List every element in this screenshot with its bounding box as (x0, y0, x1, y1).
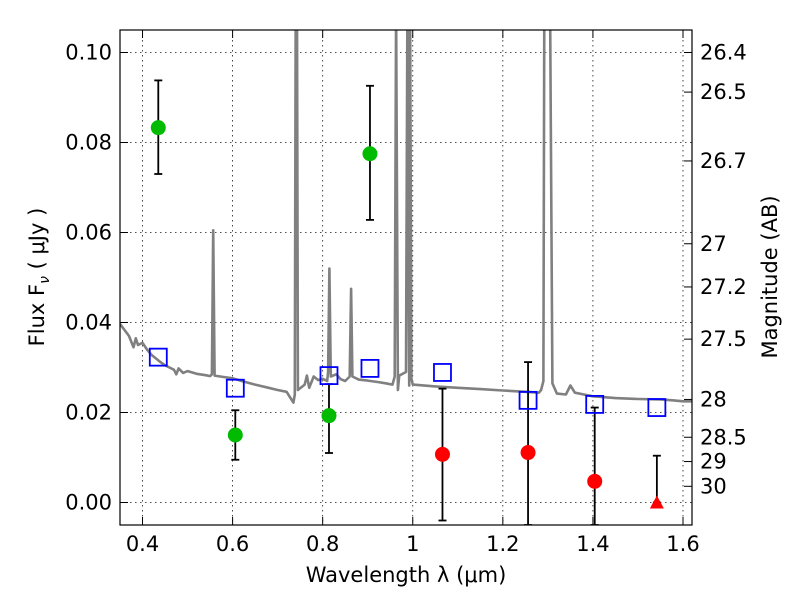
flux-point-marker (434, 446, 450, 462)
x-tick-label: 1.2 (486, 532, 519, 556)
model-flux-marker (585, 394, 605, 414)
magnitude-tick-label: 27.2 (700, 275, 747, 299)
magnitude-tick-label: 29 (700, 450, 727, 474)
model-flux-marker (518, 390, 538, 410)
magnitude-tick-label: 28 (700, 387, 727, 411)
y-axis-label-main: Flux F (25, 284, 49, 346)
x-tick-label: 1.6 (666, 532, 699, 556)
y-tick-label: 0.06 (65, 221, 112, 245)
y-tick-label: 0.10 (65, 41, 112, 65)
y-tick-label: 0.04 (65, 311, 112, 335)
flux-point-marker (227, 427, 243, 443)
magnitude-tick-label: 28.5 (700, 425, 747, 449)
y-axis-label-subscript: ν (37, 276, 53, 284)
y-tick-label: 0.02 (65, 401, 112, 425)
x-axis-label: Wavelength λ (μm) (306, 563, 507, 587)
axes-ticks: 0.4 0.6 0.8 1 1.2 1.4 1.6 0.00 0.02 0.04 0.06 0.08 0… (65, 30, 747, 556)
magnitude-tick-label: 27.5 (700, 327, 747, 351)
magnitude-tick-label: 26.4 (700, 41, 747, 65)
flux-point-marker (321, 408, 337, 424)
magnitude-tick-label: 26.5 (700, 80, 747, 104)
x-tick-label: 0.4 (126, 532, 159, 556)
y-axis-label-unit: ( μJy ) (25, 208, 49, 276)
magnitude-tick-label: 27 (700, 232, 727, 256)
model-flux-marker (148, 347, 168, 367)
right-axis-label: Magnitude (AB) (758, 195, 782, 358)
model-flux-marker (225, 378, 245, 398)
x-tick-label: 0.8 (306, 532, 339, 556)
model-flux-marker (647, 398, 667, 417)
model-flux-marker (433, 363, 452, 382)
model-flux-marker (360, 358, 380, 378)
magnitude-tick-label: 30 (700, 474, 727, 498)
flux-point-marker (362, 146, 378, 162)
model-flux-marker (319, 366, 339, 386)
x-tick-label: 1 (406, 532, 419, 556)
y-tick-label: 0.00 (65, 491, 112, 515)
y-axis-label: Flux Fν ( μJy ) (25, 208, 53, 347)
x-tick-label: 1.4 (576, 532, 609, 556)
flux-point-marker (587, 473, 603, 489)
flux-point-marker (520, 445, 536, 461)
upper-limit-marker (649, 495, 664, 509)
magnitude-tick-label: 26.7 (700, 149, 747, 173)
model-spectrum-line (120, 30, 692, 404)
plot-frame (119, 29, 693, 526)
y-tick-label: 0.08 (65, 131, 112, 155)
plot-area (120, 30, 692, 525)
flux-point-marker (150, 120, 166, 136)
x-tick-label: 0.6 (216, 532, 249, 556)
